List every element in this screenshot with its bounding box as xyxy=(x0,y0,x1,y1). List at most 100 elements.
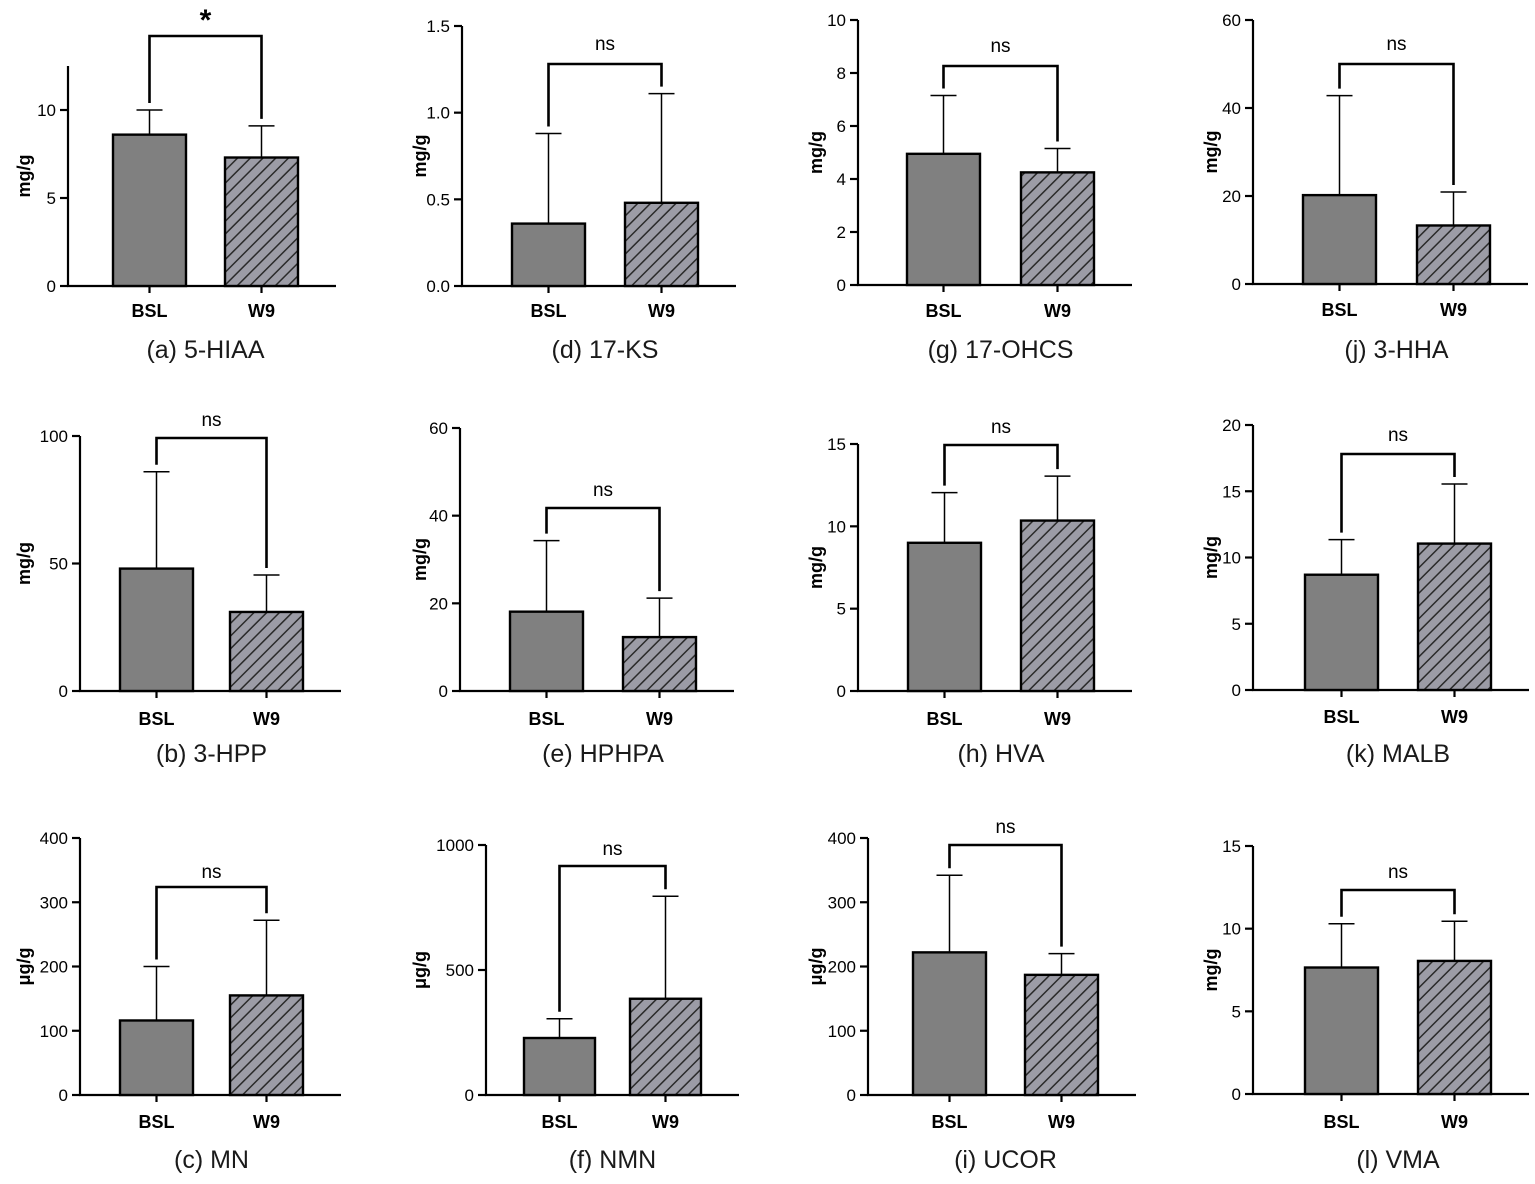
bar-bsl xyxy=(111,133,188,288)
significance-label: ns xyxy=(995,817,1015,838)
bar-bsl xyxy=(1303,966,1380,1096)
y-tick-label: 0 xyxy=(837,682,846,701)
bar-w9 xyxy=(628,997,703,1097)
y-tick-label: 20 xyxy=(1222,187,1241,206)
y-tick-label: 1.0 xyxy=(426,104,450,123)
bar-bsl xyxy=(508,610,585,693)
panel-caption: (l) VMA xyxy=(1356,1146,1440,1174)
y-tick-label: 20 xyxy=(429,594,448,613)
y-tick-label: 1000 xyxy=(436,836,474,855)
panel-caption: (k) MALB xyxy=(1346,740,1450,768)
y-axis-label: μg/g xyxy=(806,947,826,985)
category-label: BSL xyxy=(926,301,962,321)
y-axis-label: μg/g xyxy=(14,947,34,985)
y-tick-label: 400 xyxy=(40,829,68,848)
panel-caption: (c) MN xyxy=(174,1146,249,1174)
category-label: W9 xyxy=(646,709,673,729)
category-label: BSL xyxy=(927,709,963,729)
y-tick-label: 0 xyxy=(837,276,846,295)
category-label: W9 xyxy=(1044,709,1071,729)
panel-e: 0 20 40 60 BSL W9 ns mg/g (e) HPHPA xyxy=(410,419,734,768)
significance-bracket xyxy=(942,64,1059,142)
y-tick-label: 15 xyxy=(1222,482,1241,501)
y-tick-label: 100 xyxy=(40,427,68,446)
bar-w9 xyxy=(1416,959,1493,1096)
y-tick-label: 15 xyxy=(827,435,846,454)
significance-bracket xyxy=(545,506,661,592)
significance-bracket xyxy=(155,436,268,568)
y-tick-label: 5 xyxy=(47,189,56,208)
y-axis-label: mg/g xyxy=(1201,949,1221,992)
y-tick-label: 0 xyxy=(59,1086,68,1105)
panel-h: 0 5 10 15 BSL W9 ns mg/g (h) HVA xyxy=(806,417,1132,768)
bar-w9 xyxy=(623,201,700,288)
category-label: BSL xyxy=(1324,1112,1360,1132)
category-label: W9 xyxy=(1044,301,1071,321)
y-tick-label: 15 xyxy=(1222,837,1241,856)
y-axis-label: mg/g xyxy=(806,546,826,589)
category-label: W9 xyxy=(253,709,280,729)
bar-w9 xyxy=(223,156,300,288)
y-tick-label: 60 xyxy=(1222,11,1241,30)
y-tick-label: 100 xyxy=(40,1022,68,1041)
significance-bracket xyxy=(948,843,1063,947)
bar-w9 xyxy=(1019,171,1096,287)
panel-j: 0 20 40 60 BSL W9 ns mg/g (j) 3-HHA xyxy=(1201,11,1528,364)
significance-bracket xyxy=(155,885,268,960)
bar-w9 xyxy=(1416,542,1493,692)
bar-w9 xyxy=(1415,224,1492,286)
y-tick-label: 0.0 xyxy=(426,277,450,296)
bar-bsl xyxy=(522,1036,597,1097)
panel-a: 0 5 10 BSL W9 * mg/g (a) 5-HIAA xyxy=(14,4,336,364)
y-axis-label: mg/g xyxy=(14,155,34,198)
bar-bsl xyxy=(1301,193,1378,286)
significance-label: ns xyxy=(201,410,221,431)
y-tick-label: 0 xyxy=(465,1086,474,1105)
y-tick-label: 10 xyxy=(1222,549,1241,568)
significance-label: ns xyxy=(991,417,1011,438)
bar-bsl xyxy=(906,541,983,693)
significance-label: ns xyxy=(990,36,1010,57)
significance-label: ns xyxy=(201,862,221,883)
y-axis-label: mg/g xyxy=(1201,131,1221,174)
y-tick-label: 0 xyxy=(47,277,56,296)
panel-b: 0 50 100 BSL W9 ns mg/g (b) 3-HPP xyxy=(14,410,341,768)
bar-bsl xyxy=(911,951,988,1097)
y-tick-label: 400 xyxy=(828,829,856,848)
panel-i: 0 100 200 300 400 BSL W9 ns μg/g (i) UCOR xyxy=(806,817,1136,1174)
y-tick-label: 0.5 xyxy=(426,190,450,209)
category-label: W9 xyxy=(1441,707,1468,727)
significance-label: ns xyxy=(593,480,613,501)
category-label: BSL xyxy=(529,709,565,729)
bar-bsl xyxy=(118,567,195,693)
panel-l: 0 5 10 15 BSL W9 ns mg/g (l) VMA xyxy=(1201,837,1529,1174)
significance-bracket xyxy=(943,443,1059,486)
panel-d: 0.0 0.5 1.0 1.5 BSL W9 ns mg/g (d) 17-KS xyxy=(410,17,736,364)
y-axis-label: mg/g xyxy=(1201,536,1221,579)
category-label: BSL xyxy=(932,1112,968,1132)
y-tick-label: 200 xyxy=(40,958,68,977)
y-axis-label: mg/g xyxy=(410,538,430,581)
y-tick-label: 40 xyxy=(1222,99,1241,118)
y-tick-label: 0 xyxy=(439,682,448,701)
y-tick-label: 0 xyxy=(1232,1085,1241,1104)
y-axis-label: mg/g xyxy=(14,542,34,585)
category-label: BSL xyxy=(542,1112,578,1132)
y-tick-label: 60 xyxy=(429,419,448,438)
bar-bsl xyxy=(905,152,982,287)
panel-k: 0 5 10 15 20 BSL W9 ns mg/g (k) MALB xyxy=(1201,416,1529,768)
category-label: W9 xyxy=(1441,1112,1468,1132)
panel-caption: (i) UCOR xyxy=(954,1146,1057,1174)
bar-w9 xyxy=(1019,519,1096,693)
y-tick-label: 10 xyxy=(827,11,846,30)
panel-g: 0 2 4 6 8 10 BSL W9 ns mg/g (g) 17-OHCS xyxy=(806,11,1132,364)
category-label: W9 xyxy=(1440,300,1467,320)
y-tick-label: 2 xyxy=(837,223,846,242)
y-tick-label: 20 xyxy=(1222,416,1241,435)
category-label: W9 xyxy=(253,1112,280,1132)
bar-w9 xyxy=(1023,973,1100,1097)
bar-bsl xyxy=(118,1019,195,1097)
y-tick-label: 1.5 xyxy=(426,17,450,36)
category-label: BSL xyxy=(139,1112,175,1132)
y-tick-label: 300 xyxy=(828,893,856,912)
